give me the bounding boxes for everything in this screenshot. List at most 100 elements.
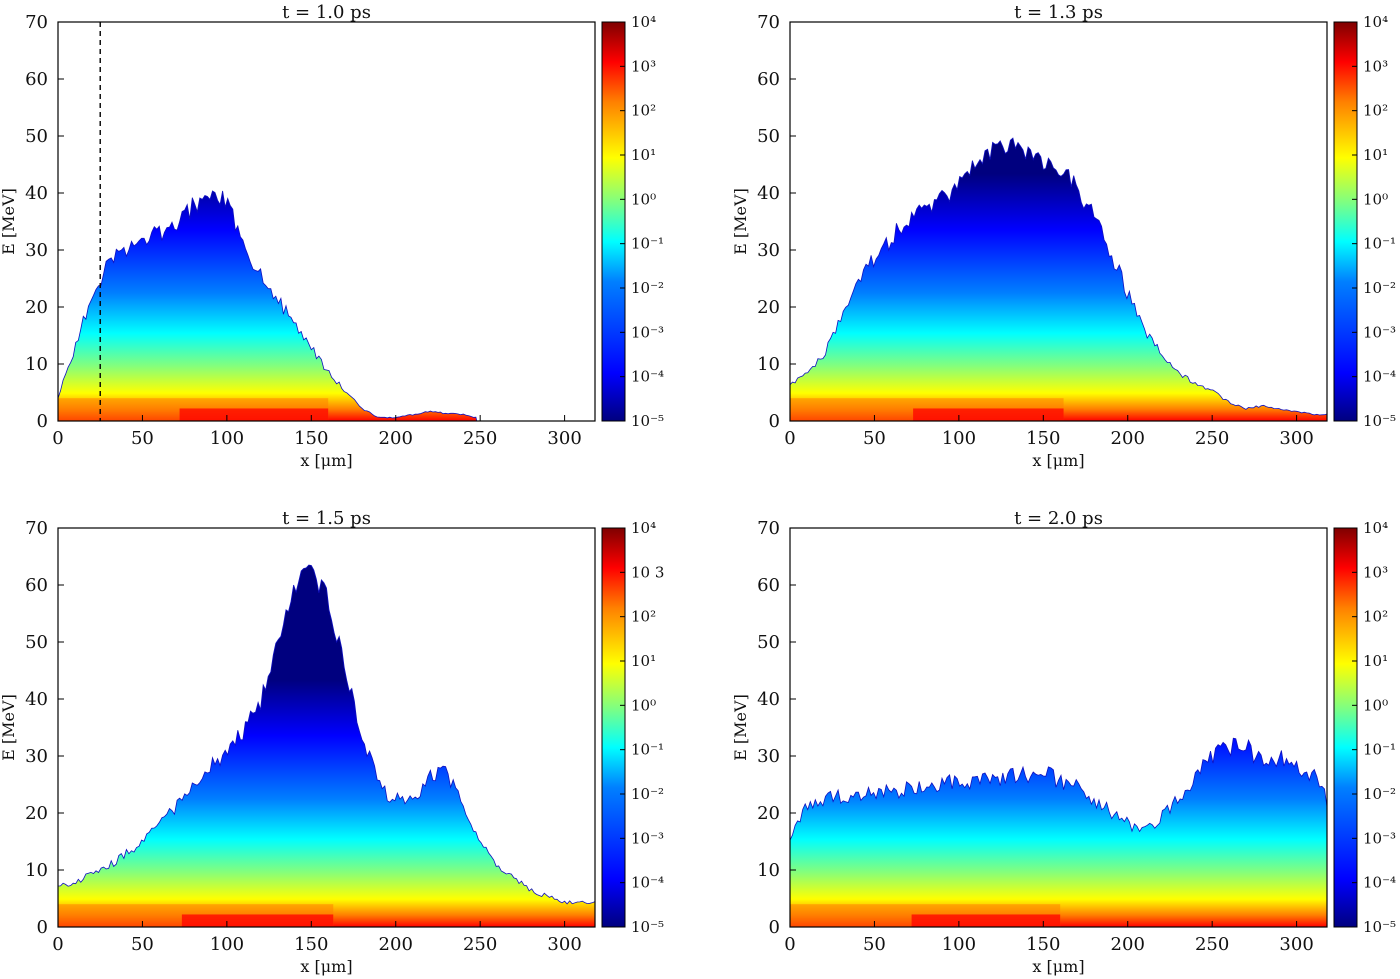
y-tick-label: 70	[757, 12, 780, 33]
colorbar-tick-label: 10⁴	[631, 519, 656, 537]
x-tick-label: 300	[547, 428, 581, 449]
colorbar-tick-label: 10⁻¹	[631, 235, 664, 253]
colorbar-tick-label: 10⁻⁵	[631, 918, 664, 936]
y-tick-label: 60	[757, 69, 780, 90]
heatmap-density	[57, 564, 596, 928]
y-tick-label: 60	[757, 575, 780, 596]
panel-title: t = 1.5 ps	[282, 508, 371, 529]
colorbar-tick-label: 10⁴	[1363, 13, 1388, 31]
colorbar-tick-label: 10⁻³	[1363, 829, 1396, 847]
y-tick-label: 60	[25, 575, 48, 596]
y-tick-label: 40	[25, 689, 48, 710]
chart-panel-3: 0 50 100 150 200 250 300 0 10 20 30 40 50 60 70 x [μm] E…	[0, 508, 664, 976]
x-tick-label: 100	[210, 934, 244, 955]
y-axis-label: E [MeV]	[731, 694, 750, 761]
colorbar-tick-label: 10⁻²	[1363, 279, 1396, 297]
colorbar-tick-label: 10²	[631, 102, 656, 120]
x-tick-label: 200	[1111, 934, 1145, 955]
x-tick-label: 150	[1026, 428, 1060, 449]
colorbar-tick-label: 10 3	[631, 563, 664, 581]
colorbar-tick-label: 10⁻¹	[631, 741, 664, 759]
y-tick-label: 30	[25, 240, 48, 261]
y-tick-label: 10	[25, 860, 48, 881]
colorbar-tick-label: 10⁻²	[631, 279, 664, 297]
y-tick-label: 0	[769, 411, 780, 432]
y-tick-label: 50	[757, 632, 780, 653]
colorbar-tick-label: 10²	[1363, 608, 1388, 626]
x-tick-label: 250	[463, 934, 497, 955]
y-tick-label: 40	[757, 689, 780, 710]
y-tick-label: 60	[25, 69, 48, 90]
colorbar-tick-label: 10¹	[1363, 652, 1388, 670]
panel-title: t = 1.0 ps	[282, 2, 371, 23]
x-tick-label: 150	[1026, 934, 1060, 955]
y-tick-label: 0	[37, 917, 48, 938]
x-axis-label: x [μm]	[300, 957, 352, 976]
colorbar-tick-label: 10⁰	[1363, 190, 1388, 208]
x-tick-label: 100	[942, 934, 976, 955]
panel-title: t = 2.0 ps	[1014, 508, 1103, 529]
y-tick-label: 30	[757, 746, 780, 767]
colorbar-tick-label: 10⁻⁵	[1363, 412, 1396, 430]
axes-frame	[789, 21, 1328, 422]
x-tick-label: 300	[547, 934, 581, 955]
colorbar-tick-label: 10⁰	[631, 696, 656, 714]
colorbar-tick-label: 10⁰	[1363, 696, 1388, 714]
x-tick-label: 0	[784, 428, 795, 449]
heatmap-peak-core	[913, 408, 1064, 421]
colorbar	[1333, 527, 1358, 928]
y-tick-label: 0	[769, 917, 780, 938]
x-tick-label: 200	[379, 428, 413, 449]
x-tick-label: 50	[131, 428, 154, 449]
colorbar-tick-label: 10⁻⁴	[1363, 368, 1396, 386]
x-tick-label: 150	[294, 428, 328, 449]
colorbar	[1333, 21, 1358, 422]
colorbar-tick-label: 10²	[631, 608, 656, 626]
x-tick-label: 100	[210, 428, 244, 449]
panel-title: t = 1.3 ps	[1014, 2, 1103, 23]
y-tick-label: 20	[25, 297, 48, 318]
x-tick-label: 50	[131, 934, 154, 955]
axes-frame	[57, 21, 596, 422]
x-tick-label: 50	[863, 934, 886, 955]
y-tick-label: 30	[25, 746, 48, 767]
y-tick-label: 10	[757, 354, 780, 375]
x-tick-label: 0	[52, 428, 63, 449]
chart-panel-2: 0 50 100 150 200 250 300 0 10 20 30 40 50 60 70 x [μm] E…	[731, 2, 1396, 470]
heatmap-peak-core	[179, 408, 329, 421]
colorbar-tick-label: 10⁻³	[631, 323, 664, 341]
chart-panel-4: 0 50 100 150 200 250 300 0 10 20 30 40 50 60 70 x [μm] E…	[731, 508, 1396, 976]
y-tick-label: 70	[757, 518, 780, 539]
x-tick-label: 150	[294, 934, 328, 955]
colorbar-tick-label: 10¹	[631, 652, 656, 670]
colorbar	[601, 527, 626, 928]
colorbar-tick-label: 10⁻²	[1363, 785, 1396, 803]
x-tick-label: 200	[1111, 428, 1145, 449]
y-tick-label: 50	[25, 126, 48, 147]
colorbar-tick-label: 10³	[1363, 57, 1388, 75]
heatmap-peak-core	[181, 914, 334, 927]
x-tick-label: 200	[379, 934, 413, 955]
x-axis-label: x [μm]	[1032, 957, 1084, 976]
heatmap-density	[789, 137, 1328, 422]
y-tick-label: 40	[25, 183, 48, 204]
y-tick-label: 70	[25, 12, 48, 33]
colorbar-tick-label: 10⁻⁴	[1363, 874, 1396, 892]
colorbar-tick-label: 10⁻³	[631, 829, 664, 847]
y-tick-label: 20	[757, 803, 780, 824]
colorbar-tick-label: 10³	[631, 57, 656, 75]
y-tick-label: 30	[757, 240, 780, 261]
y-tick-label: 0	[37, 411, 48, 432]
y-axis-label: E [MeV]	[731, 188, 750, 255]
x-tick-label: 300	[1279, 428, 1313, 449]
heatmap-density	[789, 737, 1328, 928]
y-tick-label: 10	[757, 860, 780, 881]
x-tick-label: 250	[1195, 934, 1229, 955]
colorbar-tick-label: 10¹	[631, 146, 656, 164]
colorbar-tick-label: 10⁴	[1363, 519, 1388, 537]
x-axis-label: x [μm]	[1032, 451, 1084, 470]
y-tick-label: 50	[25, 632, 48, 653]
y-tick-label: 40	[757, 183, 780, 204]
colorbar-tick-label: 10⁻³	[1363, 323, 1396, 341]
